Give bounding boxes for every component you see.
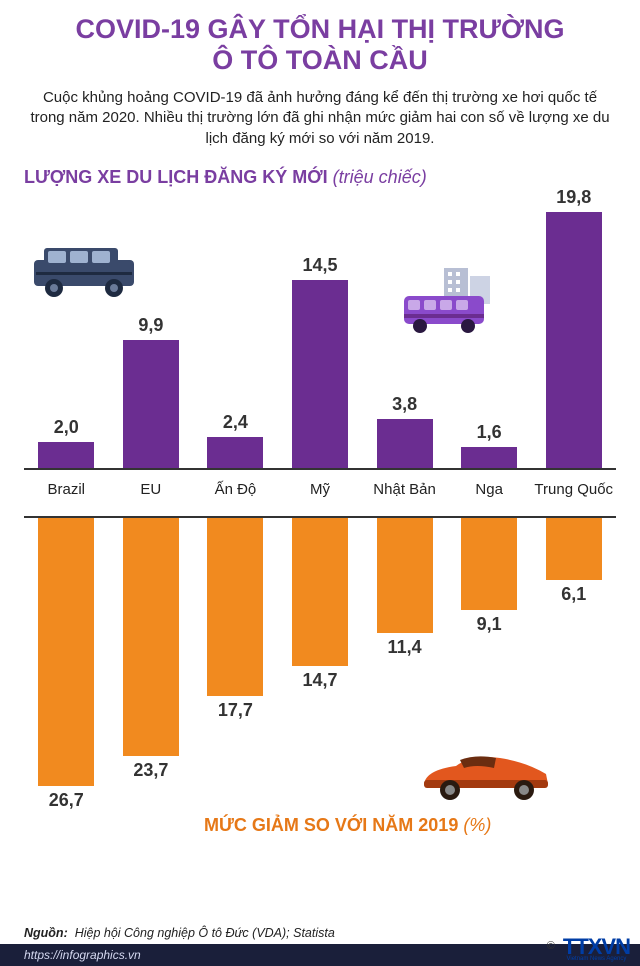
footer: Nguồn: Hiệp hội Công nghiệp Ô tô Đức (VD… xyxy=(0,926,640,966)
bar-rect xyxy=(207,437,263,468)
bar-rect xyxy=(461,518,517,610)
chart2-unit: (%) xyxy=(463,815,491,835)
bar-rect xyxy=(461,447,517,468)
bar-rect xyxy=(123,518,179,756)
logo-sub: Vietnam News Agency xyxy=(566,957,626,962)
decline-chart: 26,7 23,7 17,7 14,7 11,4 9,1 6,1 MỨC GIẢM SO V… xyxy=(24,516,616,844)
chart1-title: LƯỢNG XE DU LỊCH ĐĂNG KÝ MỚI (triệu chiế… xyxy=(0,149,640,188)
bar-value: 2,0 xyxy=(54,417,79,438)
copyright-icon: © xyxy=(547,940,555,952)
category-label: Trung Quốc xyxy=(531,481,616,498)
sportscar-icon xyxy=(416,750,556,800)
bar-value: 11,4 xyxy=(388,637,422,658)
bar-value: 2,4 xyxy=(223,412,248,433)
registrations-chart: 2,09,92,414,53,81,619,8 BrazilEUẤn ĐộMỹN… xyxy=(24,196,616,498)
bar-value: 17,7 xyxy=(218,700,253,721)
footer-url: https://infographics.vn xyxy=(24,948,141,962)
bar-rect xyxy=(292,518,348,666)
bar-value: 3,8 xyxy=(392,394,417,415)
bar-rect xyxy=(38,518,94,786)
category-label: Nga xyxy=(447,481,532,498)
bar-Mỹ: 14,5 xyxy=(278,255,363,468)
category-label: Ấn Độ xyxy=(193,481,278,498)
bar-rect xyxy=(377,419,433,468)
category-label: Mỹ xyxy=(278,481,363,498)
decline-bar-2: 17,7 xyxy=(193,518,278,816)
bar-EU: 9,9 xyxy=(109,315,194,468)
main-title: COVID-19 GÂY TỔN HẠI THỊ TRƯỜNG Ô TÔ TOÀ… xyxy=(0,14,640,76)
category-label: Brazil xyxy=(24,481,109,498)
bar-rect xyxy=(546,212,602,468)
chart1-bars: 2,09,92,414,53,81,619,8 xyxy=(24,200,616,470)
infographic-page: COVID-19 GÂY TỔN HẠI THỊ TRƯỜNG Ô TÔ TOÀ… xyxy=(0,0,640,966)
source-line: Nguồn: Hiệp hội Công nghiệp Ô tô Đức (VD… xyxy=(0,926,640,944)
bar-Trung Quốc: 19,8 xyxy=(531,187,616,468)
footer-bar: https://infographics.vn xyxy=(0,944,640,966)
bar-value: 14,7 xyxy=(302,670,337,691)
publisher-logo: © TTXVN Vietnam News Agency xyxy=(547,937,630,962)
decline-bar-1: 23,7 xyxy=(109,518,194,816)
bar-rect xyxy=(377,518,433,633)
bar-value: 9,9 xyxy=(138,315,163,336)
chart1-title-text: LƯỢNG XE DU LỊCH ĐĂNG KÝ MỚI xyxy=(24,167,328,187)
bar-value: 19,8 xyxy=(556,187,591,208)
bar-Nga: 1,6 xyxy=(447,422,532,468)
bar-rect xyxy=(38,442,94,468)
chart2-title: MỨC GIẢM SO VỚI NĂM 2019 (%) xyxy=(204,815,491,836)
chart2-title-text: MỨC GIẢM SO VỚI NĂM 2019 xyxy=(204,815,458,835)
title-line-1: COVID-19 GÂY TỔN HẠI THỊ TRƯỜNG xyxy=(76,14,565,44)
chart1-labels: BrazilEUẤn ĐộMỹNhật BảnNgaTrung Quốc xyxy=(24,481,616,498)
title-line-2: Ô TÔ TOÀN CẦU xyxy=(212,45,428,75)
bar-Nhật Bản: 3,8 xyxy=(362,394,447,468)
subtitle: Cuộc khủng hoảng COVID-19 đã ảnh hưởng đ… xyxy=(0,76,640,149)
bar-rect xyxy=(207,518,263,696)
category-label: EU xyxy=(109,481,194,498)
source-text: Hiệp hội Công nghiệp Ô tô Đức (VDA); Sta… xyxy=(75,926,335,940)
bar-value: 1,6 xyxy=(477,422,502,443)
chart1-unit: (triệu chiếc) xyxy=(333,167,427,187)
bar-value: 14,5 xyxy=(302,255,337,276)
decline-bar-0: 26,7 xyxy=(24,518,109,816)
bar-rect xyxy=(546,518,602,580)
bar-Brazil: 2,0 xyxy=(24,417,109,468)
logo-text: TTXVN xyxy=(563,937,630,957)
bar-Ấn Độ: 2,4 xyxy=(193,412,278,468)
ttxvn-logo: TTXVN Vietnam News Agency xyxy=(563,937,630,962)
bar-rect xyxy=(123,340,179,468)
bar-value: 9,1 xyxy=(477,614,502,635)
decline-bar-3: 14,7 xyxy=(278,518,363,816)
bar-value: 6,1 xyxy=(561,584,586,605)
source-label: Nguồn: xyxy=(24,926,68,940)
bar-value: 23,7 xyxy=(133,760,168,781)
category-label: Nhật Bản xyxy=(362,481,447,498)
bar-rect xyxy=(292,280,348,468)
bar-value: 26,7 xyxy=(49,790,84,811)
